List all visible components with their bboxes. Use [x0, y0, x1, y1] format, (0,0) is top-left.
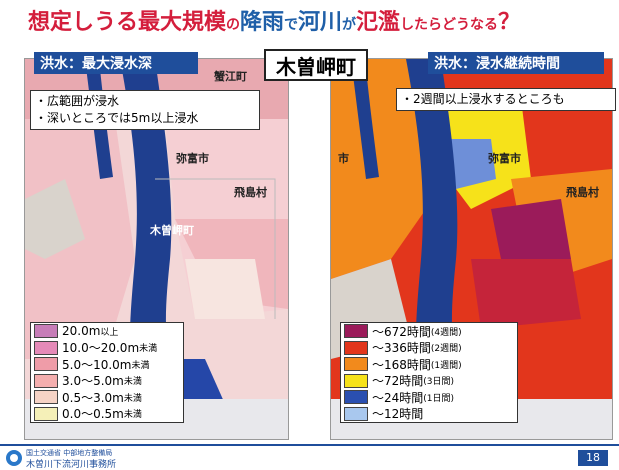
footer: 国土交通省 中部地方整備局 木曽川下流河川事務所 18	[0, 444, 619, 470]
legend-row: ～672時間 (4週間)	[341, 323, 517, 340]
legend-swatch	[34, 373, 58, 388]
legend-label: 5.0～10.0m	[62, 357, 132, 372]
legend-suffix: 未満	[123, 410, 142, 421]
legend-swatch	[344, 406, 368, 421]
legend-suffix: (1日間)	[423, 393, 455, 404]
page-number: 18	[578, 450, 608, 466]
legend-swatch	[34, 406, 58, 421]
legend-suffix: 未満	[131, 360, 150, 371]
legend-row: ～168時間 (1週間)	[341, 356, 517, 373]
title-part-3: 降雨	[240, 10, 285, 35]
flood-duration-legend: ～672時間 (4週間) ～336時間 (2週間) ～168時間 (1週間) ～72時…	[340, 322, 518, 423]
flood-depth-label: 洪水：最大浸水深	[34, 52, 198, 74]
place-tobishima-right: 飛島村	[566, 186, 599, 199]
title-part-1: 想定しうる最大規模	[28, 10, 227, 35]
place-yatomi-left: 弥富市	[176, 152, 209, 165]
legend-label: 0.5～3.0m	[62, 390, 124, 405]
legend-label: ～168時間	[372, 357, 431, 372]
legend-label: ～336時間	[372, 341, 431, 356]
footer-office: 木曽川下流河川事務所	[26, 460, 117, 470]
title-part-7: 氾濫	[356, 10, 401, 35]
title-part-6: が	[342, 17, 357, 33]
legend-row: ～24時間 (1日間)	[341, 389, 517, 406]
legend-suffix: 未満	[123, 393, 142, 404]
legend-row: 10.0～20.0m 未満	[31, 340, 183, 357]
town-name-label: 木曽岬町	[264, 49, 368, 81]
legend-label: 10.0～20.0m	[62, 341, 140, 356]
title-part-2: の	[226, 17, 241, 33]
legend-label: 0.0～0.5m	[62, 407, 124, 422]
title-part-5: 河川	[298, 10, 343, 35]
legend-swatch	[344, 357, 368, 372]
legend-swatch	[344, 390, 368, 405]
legend-label: ～12時間	[372, 407, 424, 422]
place-kanie: 蟹江町	[214, 70, 247, 83]
legend-row: 0.5～3.0m 未満	[31, 389, 183, 406]
title-part-4: で	[284, 17, 299, 33]
legend-suffix: 以上	[100, 327, 119, 338]
note-line-1: ・広範囲が浸水	[35, 94, 120, 108]
note-line-2: ・深いところでは5m以上浸水	[35, 111, 199, 125]
legend-swatch	[34, 390, 58, 405]
legend-row: 0.0～0.5m 未満	[31, 406, 183, 423]
page-title: 想定しうる最大規模 の 降雨 で 河川 が 氾濫 したらどうなる ？	[28, 4, 520, 38]
legend-swatch	[344, 373, 368, 388]
flood-depth-legend: 20.0m 以上 10.0～20.0m 未満 5.0～10.0m 未満 3.0～5.0…	[30, 322, 184, 423]
legend-swatch	[34, 357, 58, 372]
legend-row: 20.0m 以上	[31, 323, 183, 340]
place-edge-right: 市	[338, 152, 349, 165]
legend-suffix: (3日間)	[423, 377, 455, 388]
legend-suffix: (4週間)	[430, 327, 462, 338]
legend-swatch	[344, 340, 368, 355]
place-tobishima-left: 飛島村	[234, 186, 267, 199]
legend-label: 3.0～5.0m	[62, 374, 124, 389]
flood-duration-label: 洪水：浸水継続時間	[428, 52, 604, 74]
legend-label: ～72時間	[372, 374, 424, 389]
legend-row: ～336時間 (2週間)	[341, 340, 517, 357]
footer-org: 国土交通省 中部地方整備局	[26, 449, 113, 457]
legend-label: ～24時間	[372, 390, 424, 405]
legend-row: 5.0～10.0m 未満	[31, 356, 183, 373]
legend-swatch	[34, 340, 58, 355]
title-part-8: したらどうなる	[400, 17, 499, 33]
legend-suffix: 未満	[123, 377, 142, 388]
legend-suffix: (2週間)	[430, 344, 462, 355]
ministry-logo-icon	[6, 450, 22, 466]
legend-row: 3.0～5.0m 未満	[31, 373, 183, 390]
flood-depth-note: ・広範囲が浸水 ・深いところでは5m以上浸水	[30, 90, 260, 130]
legend-row: ～72時間 (3日間)	[341, 373, 517, 390]
footer-divider	[0, 444, 619, 446]
legend-swatch	[344, 324, 368, 339]
legend-label: 20.0m	[62, 324, 101, 339]
title-part-9: ？	[498, 10, 521, 35]
flood-duration-note: ・2週間以上浸水するところも	[396, 88, 616, 111]
legend-suffix: (1週間)	[430, 360, 462, 371]
legend-label: ～672時間	[372, 324, 431, 339]
legend-swatch	[34, 324, 58, 339]
legend-row: ～12時間	[341, 406, 517, 423]
place-yatomi-right: 弥富市	[488, 152, 521, 165]
place-kisosaki-left: 木曽岬町	[150, 224, 194, 237]
legend-suffix: 未満	[139, 344, 158, 355]
